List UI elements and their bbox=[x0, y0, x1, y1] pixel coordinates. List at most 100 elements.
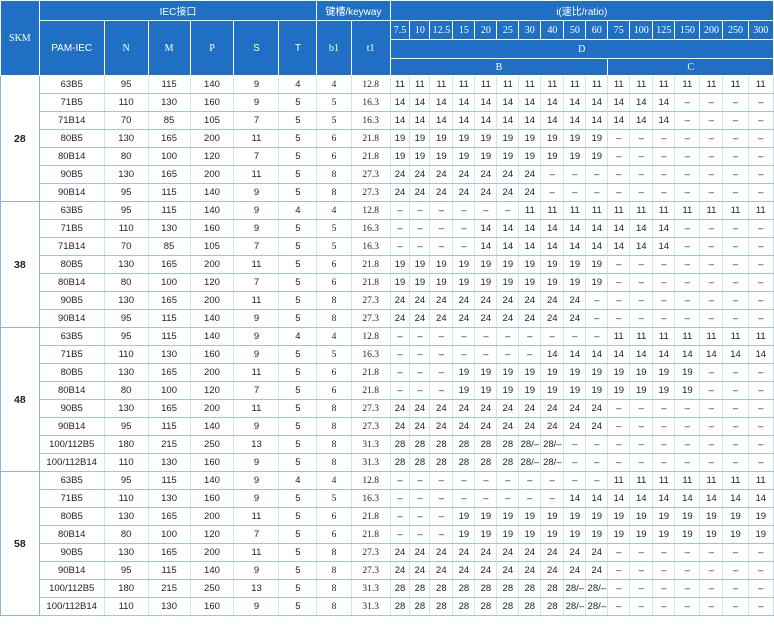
ratio-header-cell: 10 bbox=[409, 20, 431, 40]
ratio-cell: 11 bbox=[747, 75, 774, 94]
ratio-cell: – bbox=[652, 597, 676, 616]
ratio-cell: 24 bbox=[389, 561, 411, 580]
ratio-cell: 28 bbox=[409, 579, 431, 598]
ratio-cell: 11 bbox=[474, 75, 498, 94]
iec-dimension-cell: 180 bbox=[103, 579, 149, 598]
ratio-cell: 28 bbox=[474, 435, 498, 454]
keyway-cell: 16.3 bbox=[350, 237, 391, 256]
ratio-cell: – bbox=[652, 309, 676, 328]
ratio-cell: – bbox=[747, 453, 774, 472]
iec-dimension-cell: 110 bbox=[103, 597, 149, 616]
pam-iec-cell: 90B5 bbox=[38, 165, 105, 184]
ratio-cell: 14 bbox=[585, 345, 609, 364]
ratio-cell: – bbox=[607, 255, 631, 274]
ratio-cell: 24 bbox=[452, 543, 476, 562]
iec-dimension-cell: 9 bbox=[233, 417, 280, 436]
ratio-cell: – bbox=[429, 507, 454, 526]
ratio-cell: 24 bbox=[389, 165, 411, 184]
ratio-header-cell: 30 bbox=[518, 20, 542, 40]
ratio-cell: – bbox=[652, 147, 676, 166]
ratio-cell: – bbox=[540, 489, 565, 508]
iec-dimension-cell: 5 bbox=[278, 219, 318, 238]
iec-dimension-cell: 115 bbox=[147, 327, 191, 346]
ratio-cell: 19 bbox=[563, 273, 587, 292]
ratio-cell: 24 bbox=[452, 309, 476, 328]
ratio-cell: 28 bbox=[496, 597, 520, 616]
ratio-cell: 19 bbox=[585, 363, 609, 382]
ratio-cell: 14 bbox=[452, 93, 476, 112]
iec-dimension-cell: 105 bbox=[189, 111, 235, 130]
ratio-cell: 14 bbox=[474, 111, 498, 130]
pam-iec-cell: 80B5 bbox=[38, 129, 105, 148]
ratio-cell: – bbox=[452, 471, 476, 490]
ratio-cell: – bbox=[389, 507, 411, 526]
table-row: 80B14 80 100 120 7 5 6 21.8– – –19 19 19 19 19 19 19 19 1… bbox=[1, 525, 774, 544]
iec-dimension-cell: 130 bbox=[103, 399, 149, 418]
ratio-cell: 19 bbox=[652, 381, 676, 400]
ratio-cell: 14 bbox=[429, 93, 454, 112]
keyway-cell: 16.3 bbox=[350, 489, 391, 508]
ratio-header-cell: 250 bbox=[722, 20, 749, 40]
ratio-cell: 19 bbox=[409, 255, 431, 274]
ratio-cell: – bbox=[389, 237, 411, 256]
ratio-cell: 14 bbox=[518, 219, 542, 238]
ratio-cell: 11 bbox=[674, 471, 701, 490]
iec-dimension-cell: 95 bbox=[103, 75, 149, 94]
ratio-cell: – bbox=[699, 237, 724, 256]
ratio-cell: 24 bbox=[389, 183, 411, 202]
iec-dimension-cell: 200 bbox=[189, 129, 235, 148]
ratio-cell: 19 bbox=[722, 507, 749, 526]
iec-dimension-cell: 5 bbox=[278, 489, 318, 508]
ratio-cell: 11 bbox=[518, 75, 542, 94]
ratio-cell: 28 bbox=[429, 597, 454, 616]
iec-dimension-cell: 95 bbox=[103, 309, 149, 328]
keyway-cell: 5 bbox=[316, 219, 352, 238]
ratio-cell: – bbox=[747, 219, 774, 238]
iec-dimension-cell: 7 bbox=[233, 111, 280, 130]
ratio-cell: 28 bbox=[540, 597, 565, 616]
header-row-3: D bbox=[1, 39, 774, 59]
ratio-cell: 19 bbox=[585, 381, 609, 400]
ratio-cell: – bbox=[607, 579, 631, 598]
iec-dimension-cell: 5 bbox=[278, 237, 318, 256]
ratio-cell: 11 bbox=[699, 327, 724, 346]
ratio-cell: – bbox=[629, 597, 654, 616]
ratio-cell: 19 bbox=[747, 507, 774, 526]
ratio-cell: 14 bbox=[540, 345, 565, 364]
iec-dimension-cell: 5 bbox=[278, 165, 318, 184]
ratio-cell: – bbox=[585, 471, 609, 490]
iec-dimension-cell: 9 bbox=[233, 75, 280, 94]
ratio-cell: – bbox=[409, 471, 431, 490]
ratio-cell: 24 bbox=[563, 399, 587, 418]
skm-size-cell: 48 bbox=[0, 327, 40, 472]
ratio-cell: 11 bbox=[722, 201, 749, 220]
keyway-cell: 21.8 bbox=[350, 273, 391, 292]
iec-dimension-cell: 9 bbox=[233, 183, 280, 202]
iec-dimension-cell: 5 bbox=[278, 561, 318, 580]
ratio-cell: 19 bbox=[518, 507, 542, 526]
ratio-cell: – bbox=[699, 435, 724, 454]
keyway-cell: 12.8 bbox=[350, 201, 391, 220]
ratio-cell: 24 bbox=[518, 291, 542, 310]
ratio-cell: 11 bbox=[563, 201, 587, 220]
ratio-cell: – bbox=[607, 309, 631, 328]
iec-dimension-cell: 110 bbox=[103, 453, 149, 472]
pam-iec-cell: 80B14 bbox=[38, 273, 105, 292]
iec-dimension-cell: 9 bbox=[233, 309, 280, 328]
table-row: 48 63B5 95 115 140 9 4 4 12.8– – – – – – – – – –11 11 11 11 1… bbox=[0, 327, 774, 472]
col-header-s: S bbox=[233, 20, 280, 76]
iec-dimension-cell: 80 bbox=[103, 273, 149, 292]
ratio-cell: 19 bbox=[518, 255, 542, 274]
ratio-cell: 11 bbox=[674, 327, 701, 346]
iec-dimension-cell: 215 bbox=[147, 579, 191, 598]
ratio-cell: 19 bbox=[540, 363, 565, 382]
ratio-cell: – bbox=[722, 183, 749, 202]
table-header: SKM IEC接口 键槽/keyway i(速比/ratio) PAM-IEC … bbox=[0, 0, 774, 76]
iec-dimension-cell: 200 bbox=[189, 291, 235, 310]
ratio-cell: 19 bbox=[607, 507, 631, 526]
ratio-cell: – bbox=[452, 345, 476, 364]
ratio-cell: 11 bbox=[699, 75, 724, 94]
table-row: 90B5 130 165 200 11 5 8 27.3 24 24 24 24 24 24 24 24 24 2… bbox=[1, 543, 774, 562]
ratio-cell: 24 bbox=[563, 561, 587, 580]
